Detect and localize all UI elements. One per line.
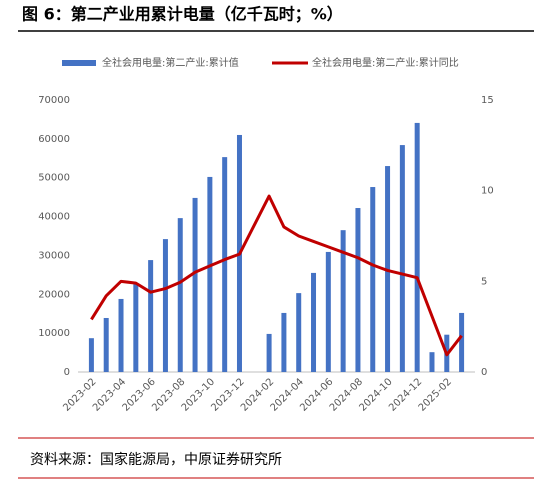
bar [222, 157, 228, 372]
chart-title: 图 6：第二产业用累计电量（亿千瓦时；%） [22, 5, 343, 24]
bar [429, 352, 435, 372]
y-tick-label: 70000 [38, 95, 70, 106]
bar [88, 338, 94, 372]
bar [281, 312, 287, 372]
bar [414, 122, 420, 372]
y-tick-label: 30000 [38, 250, 70, 261]
legend-label: 全社会用电量:第二产业:累计值 [102, 56, 239, 69]
y-tick-label: 60000 [38, 134, 70, 145]
bar [340, 230, 346, 372]
source: 资料来源：国家能源局，中原证券研究所 [30, 451, 282, 468]
x-tick-label: 2025-02 [417, 376, 454, 413]
y-tick-label: 50000 [38, 173, 70, 184]
bar [355, 208, 361, 372]
bar [311, 272, 317, 372]
y2-tick-label: 0 [481, 367, 487, 378]
bar [266, 333, 272, 372]
y-tick-label: 10000 [38, 328, 70, 339]
bar [459, 312, 465, 372]
bar [296, 293, 302, 372]
bar [207, 176, 213, 372]
line [90, 194, 463, 357]
bar [162, 239, 168, 372]
bar [133, 284, 139, 372]
y2-tick-label: 10 [481, 186, 494, 197]
y-tick-label: 20000 [38, 289, 70, 300]
bar [370, 187, 376, 372]
y2-tick-label: 5 [481, 276, 487, 287]
bar [192, 197, 198, 372]
y2-tick-label: 15 [481, 95, 494, 106]
y-tick-label: 0 [64, 367, 70, 378]
legend-swatch [62, 60, 96, 66]
legend-label: 全社会用电量:第二产业:累计同比 [312, 56, 459, 69]
y-tick-label: 40000 [38, 212, 70, 223]
bar [177, 218, 183, 372]
bar [399, 145, 405, 372]
bar [118, 298, 124, 372]
bar [103, 317, 109, 372]
bar [325, 251, 331, 372]
bar [148, 260, 154, 372]
